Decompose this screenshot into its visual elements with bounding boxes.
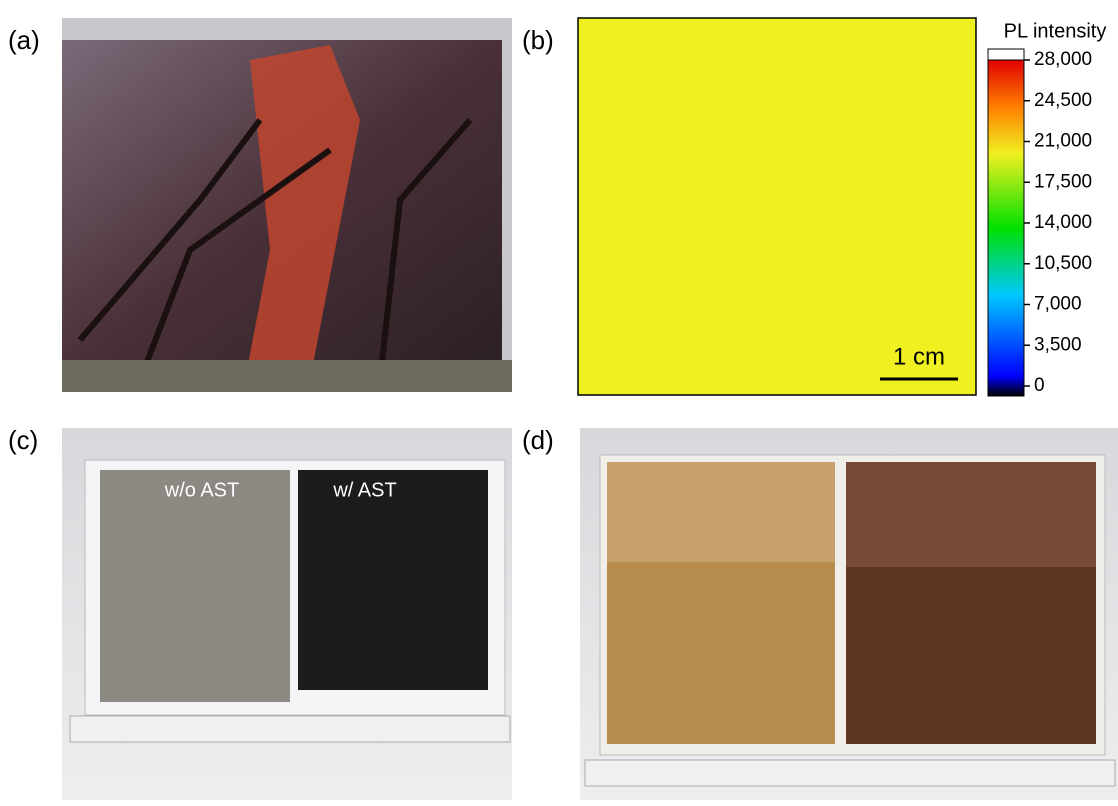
photo-c [62, 428, 512, 800]
colorbar-ticks: 0 3,500 7,000 10,500 14,000 17,500 21,000 24,50… [1024, 49, 1092, 396]
sample-label: w/o AST [164, 479, 239, 501]
colorbar-tick-label: 24,500 [1034, 90, 1092, 111]
panel-label: (d) [522, 425, 554, 455]
colorbar-tick-label: 28,000 [1034, 49, 1092, 70]
colorbar-tick-label: 3,500 [1034, 334, 1082, 355]
colorbar-tick-label: 14,000 [1034, 212, 1092, 233]
panel-label: (a) [8, 25, 40, 55]
photo-a [62, 18, 512, 392]
photo-d [580, 428, 1118, 800]
colorbar-tick-label: 10,500 [1034, 253, 1092, 274]
panel-label: (c) [8, 425, 38, 455]
scale-bar-label: 1 cm [893, 343, 945, 370]
colorbar-tick-label: 21,000 [1034, 131, 1092, 152]
colorbar [988, 60, 1024, 396]
colorbar-tick-label: 17,500 [1034, 171, 1092, 192]
sample-label: w/ AST [332, 479, 396, 501]
colorbar-tick-label: 0 [1034, 375, 1045, 396]
colorbar-title: PL intensity [1004, 20, 1107, 42]
colorbar-tick-label: 7,000 [1034, 294, 1082, 315]
pl-map [578, 18, 976, 395]
colorbar-cap [988, 49, 1024, 60]
panel-label: (b) [522, 25, 554, 55]
figure: (a) (b) 1 cm PL intensity 0 3,500 7,000 10,… [0, 0, 1118, 801]
